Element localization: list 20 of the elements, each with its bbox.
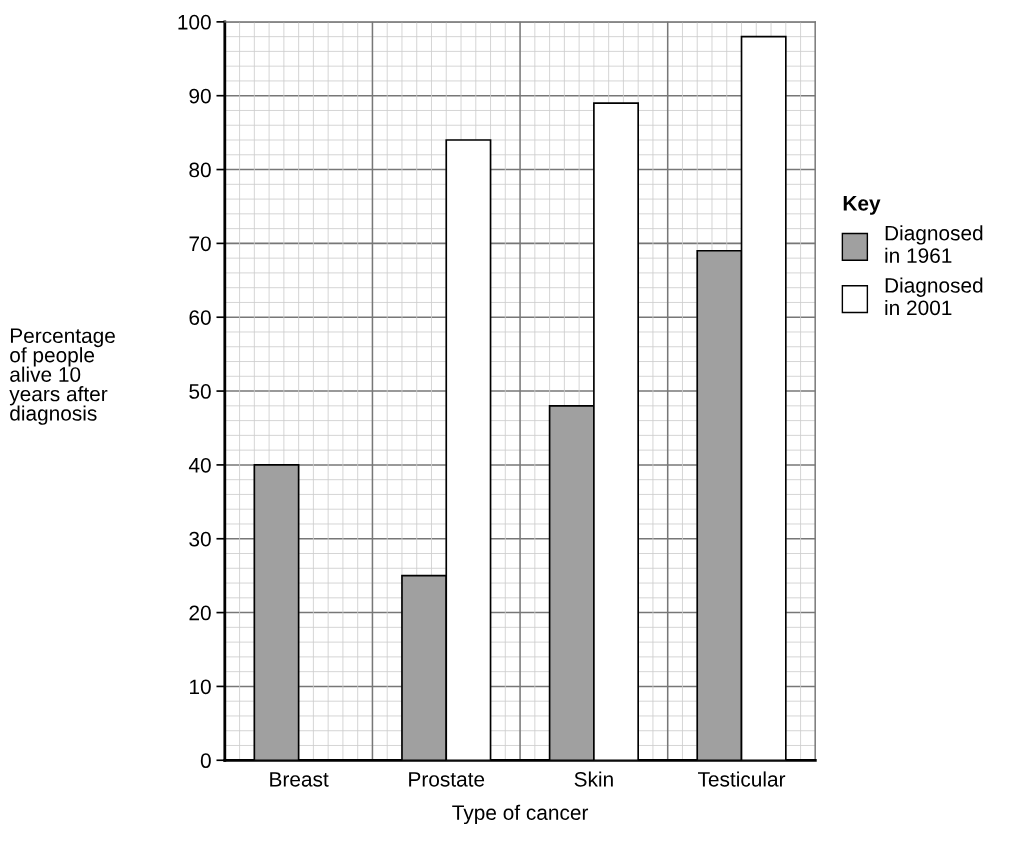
x-tick-label: Breast xyxy=(270,772,329,787)
x-axis-title: Type of cancer xyxy=(452,804,589,825)
y-tick-label: 0 xyxy=(200,753,211,769)
legend-label: Diagnosed in 2001 xyxy=(885,277,983,316)
y-tick-label: 90 xyxy=(189,88,211,104)
legend-label: Diagnosed in 1961 xyxy=(885,225,983,263)
y-tick-label: 20 xyxy=(189,605,211,621)
y-tick-label: 80 xyxy=(189,162,211,178)
y-tick-label: 10 xyxy=(190,679,211,695)
x-tick-label: Prostate xyxy=(409,772,485,787)
y-axis-title: Percentage of people alive 10 years after diagnosis xyxy=(9,328,115,425)
x-tick-label: Testicular xyxy=(698,771,786,787)
x-tick-label: Skin xyxy=(574,771,613,787)
y-tick-label: 60 xyxy=(189,310,211,325)
y-tick-label: 30 xyxy=(189,531,211,547)
y-tick-label: 70 xyxy=(189,236,211,252)
y-tick-label: 40 xyxy=(188,457,211,473)
legend-title: Key xyxy=(843,196,881,215)
y-tick-label: 50 xyxy=(189,384,211,399)
y-tick-label: 100 xyxy=(178,14,211,30)
